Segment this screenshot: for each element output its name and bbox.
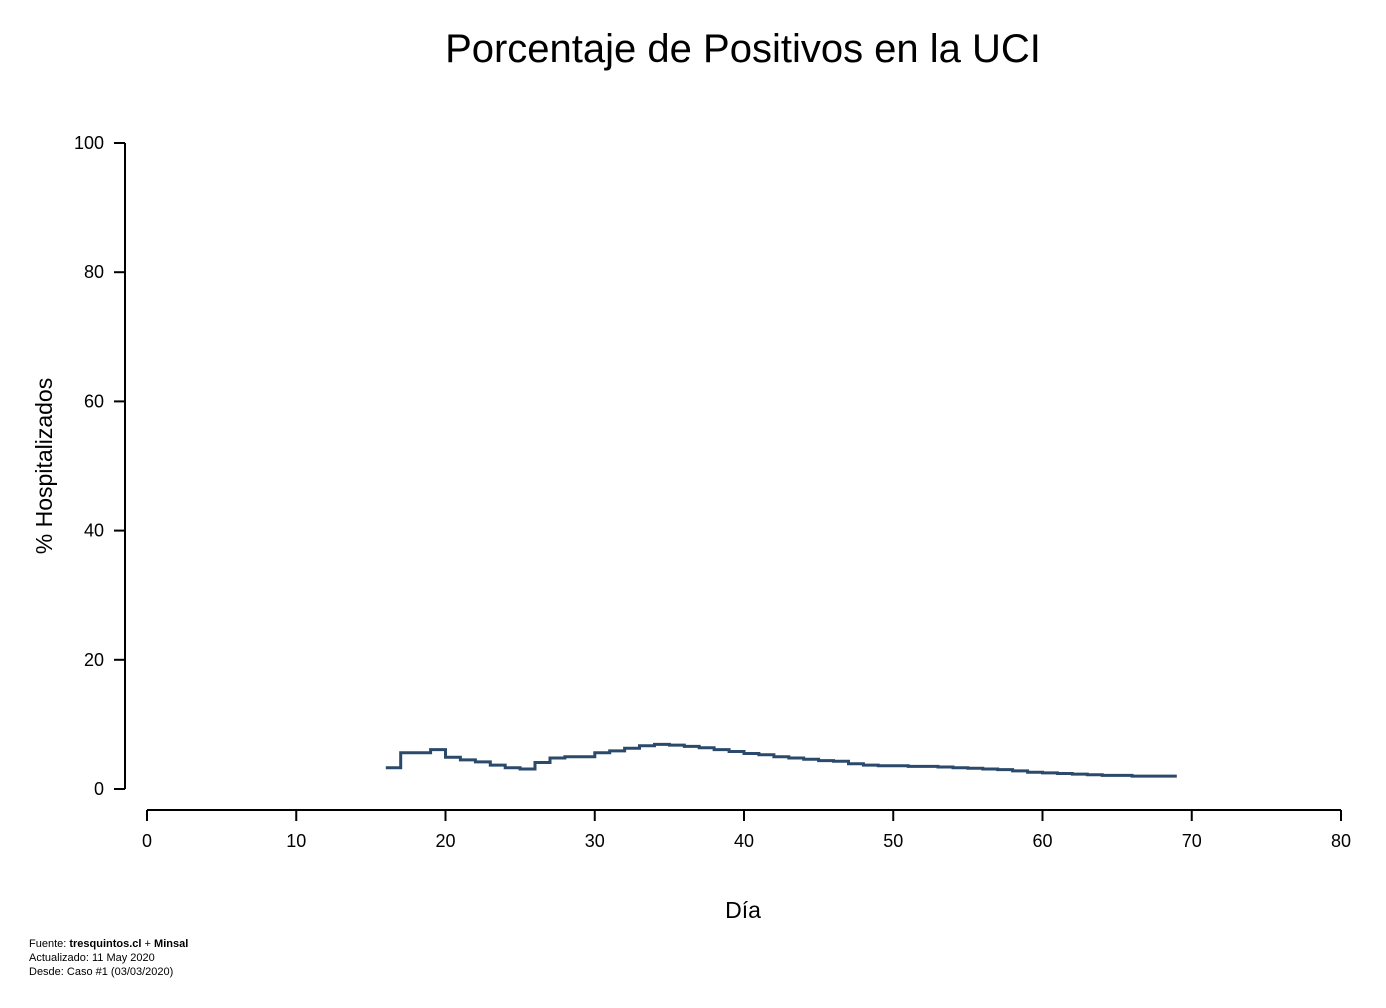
x-axis-ticks: 0 10 20 30 40 50 60 70 80 (142, 810, 1351, 851)
x-tick-label: 80 (1331, 831, 1351, 851)
x-tick-label: 50 (883, 831, 903, 851)
x-tick-label: 30 (585, 831, 605, 851)
y-tick-label: 60 (84, 391, 104, 411)
x-tick-label: 0 (142, 831, 152, 851)
footer-updated: Actualizado: 11 May 2020 (29, 952, 155, 964)
footer-source-1: tresquintos.cl (69, 938, 142, 950)
footer-notes: Fuente: tresquintos.cl + Minsal Actualiz… (29, 937, 188, 979)
y-tick-label: 100 (74, 133, 104, 153)
series-line (385, 742, 1177, 778)
y-axis-label: % Hospitalizados (31, 378, 57, 554)
y-tick-label: 0 (94, 779, 104, 799)
footer-source-prefix: Fuente: (29, 938, 70, 950)
x-tick-label: 10 (286, 831, 306, 851)
y-tick-label: 20 (84, 650, 104, 670)
footer-since: Desde: Caso #1 (03/03/2020) (29, 966, 174, 978)
footer-source: Fuente: tresquintos.cl + Minsal (29, 937, 188, 951)
footer-source-sep: + (141, 938, 155, 950)
y-tick-label: 40 (84, 521, 104, 541)
footer-source-2: Minsal (154, 938, 189, 950)
x-tick-label: 60 (1032, 831, 1052, 851)
x-axis-label: Día (725, 897, 761, 923)
x-tick-label: 40 (734, 831, 754, 851)
chart-title: Porcentaje de Positivos en la UCI (445, 27, 1041, 71)
x-tick-label: 20 (435, 831, 455, 851)
x-tick-label: 70 (1182, 831, 1202, 851)
y-tick-label: 80 (84, 262, 104, 282)
y-axis-ticks: 0 20 40 60 80 100 (74, 133, 125, 799)
